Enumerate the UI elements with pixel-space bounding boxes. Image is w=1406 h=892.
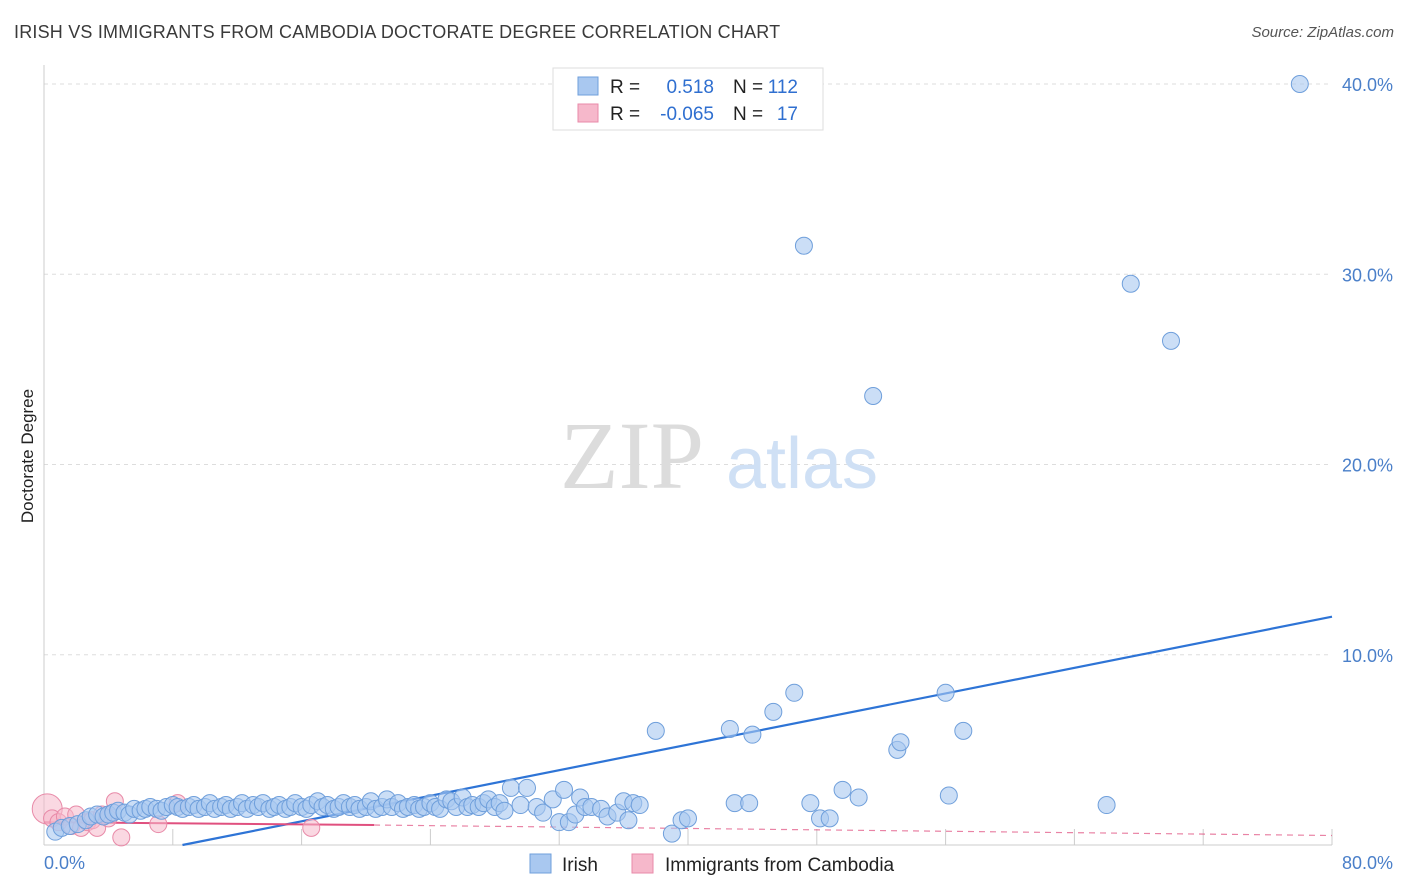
watermark-atlas: atlas xyxy=(726,424,878,504)
irish-point xyxy=(619,811,638,830)
legend-n-label-cambodia: N = xyxy=(733,104,763,125)
irish-point xyxy=(820,809,839,828)
irish-point xyxy=(1121,274,1140,293)
irish-point xyxy=(501,778,520,797)
x-tick-label: 80.0% xyxy=(1342,853,1393,873)
grid-lines: 10.0% 20.0% 30.0% 40.0% xyxy=(44,75,1393,666)
legend-n-label-irish: N = xyxy=(733,77,763,98)
legend-r-value-irish: 0.518 xyxy=(666,77,714,98)
irish-point xyxy=(801,794,820,813)
irish-point xyxy=(939,786,958,805)
cambodia-point xyxy=(112,828,131,847)
axes: 0.0% 80.0% xyxy=(43,65,1393,873)
irish-point xyxy=(1162,331,1180,350)
legend-n-value-irish: 112 xyxy=(768,77,798,98)
irish-point xyxy=(1097,796,1116,815)
irish-point xyxy=(785,683,804,702)
watermark-zip: ZIP xyxy=(560,402,704,509)
irish-point xyxy=(495,801,514,820)
irish-point xyxy=(849,788,868,807)
irish-point xyxy=(534,803,553,822)
irish-point xyxy=(764,702,783,721)
irish-point xyxy=(555,780,574,799)
chart-title: IRISH VS IMMIGRANTS FROM CAMBODIA DOCTOR… xyxy=(14,22,781,42)
irish-point xyxy=(833,780,852,799)
legend-swatch-irish xyxy=(577,76,599,96)
irish-point xyxy=(794,236,813,255)
legend-r-value-cambodia: -0.065 xyxy=(660,104,714,125)
cambodia-point xyxy=(302,818,321,837)
irish-point xyxy=(954,721,973,740)
irish-point xyxy=(864,387,883,406)
correlation-legend: R = 0.518 N = 112 R = -0.065 N = 17 xyxy=(552,67,824,131)
y-tick-label: 20.0% xyxy=(1342,456,1393,476)
source-credit: Source: ZipAtlas.com xyxy=(1251,24,1394,41)
bottom-legend-swatch-irish xyxy=(529,853,552,874)
legend-swatch-cambodia xyxy=(577,103,599,123)
y-tick-label: 40.0% xyxy=(1342,75,1393,95)
irish-point xyxy=(740,794,759,813)
y-tick-label: 10.0% xyxy=(1342,646,1393,666)
y-axis-label: Doctorate Degree xyxy=(18,389,37,523)
irish-point xyxy=(936,683,955,702)
bottom-legend-label-irish: Irish xyxy=(562,855,598,876)
bottom-legend-label-cambodia: Immigrants from Cambodia xyxy=(665,855,895,876)
irish-point xyxy=(1290,75,1309,94)
irish-points xyxy=(46,75,1309,843)
legend-r-label-cambodia: R = xyxy=(610,104,640,125)
irish-point xyxy=(630,796,649,815)
x-tick-label: 0.0% xyxy=(44,853,85,873)
irish-point xyxy=(518,778,536,797)
legend-n-value-cambodia: 17 xyxy=(777,104,798,125)
bottom-legend-swatch-cambodia xyxy=(631,853,654,874)
irish-point xyxy=(662,824,681,843)
irish-point xyxy=(646,721,665,740)
cambodia-trend-extension xyxy=(374,824,1333,837)
irish-point xyxy=(511,796,530,815)
y-tick-label: 30.0% xyxy=(1342,265,1393,285)
legend-r-label-irish: R = xyxy=(610,77,640,98)
irish-point xyxy=(720,719,739,738)
series-legend: Irish Immigrants from Cambodia xyxy=(529,853,895,876)
irish-point xyxy=(679,809,697,828)
irish-point xyxy=(891,733,910,752)
irish-point xyxy=(743,725,762,744)
